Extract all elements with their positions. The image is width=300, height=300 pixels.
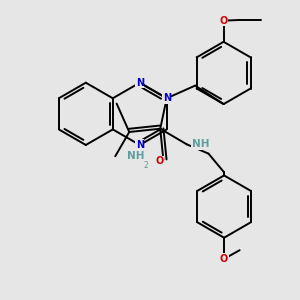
Text: N: N xyxy=(163,93,171,103)
Text: O: O xyxy=(220,16,228,26)
Text: NH: NH xyxy=(127,151,145,161)
Text: N: N xyxy=(136,140,144,150)
Text: N: N xyxy=(136,78,144,88)
Text: NH: NH xyxy=(192,139,209,149)
Text: O: O xyxy=(220,254,228,264)
Text: O: O xyxy=(155,156,164,166)
Text: 2: 2 xyxy=(143,161,148,170)
